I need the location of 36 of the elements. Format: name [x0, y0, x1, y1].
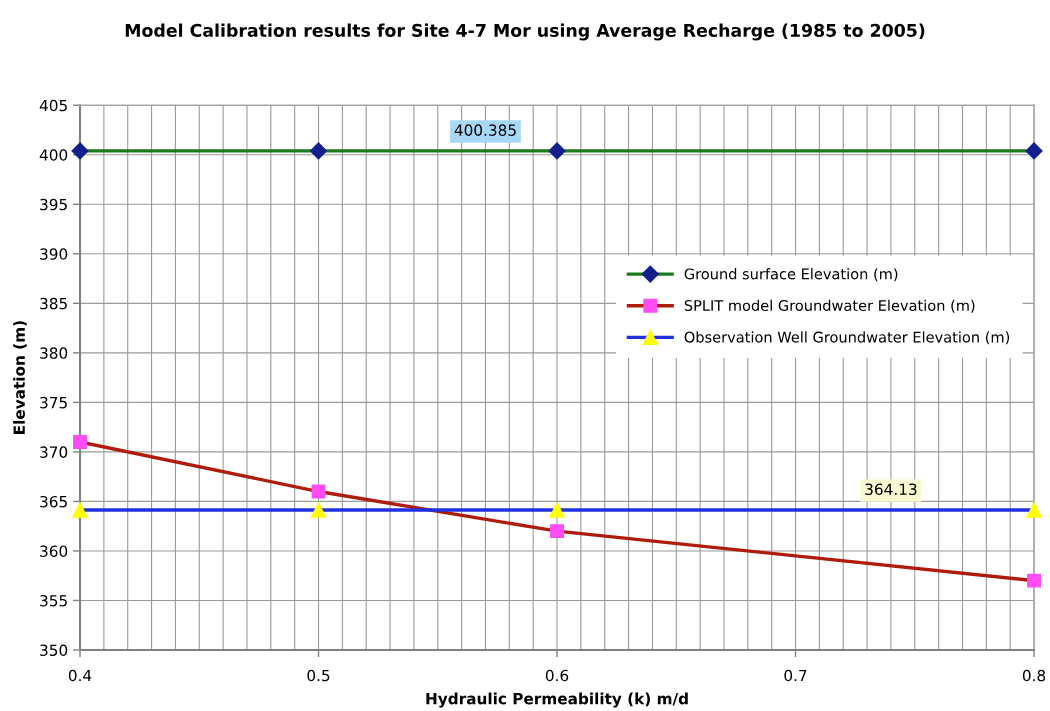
point: [73, 435, 87, 449]
annotation: 364.13: [865, 483, 917, 496]
point: [310, 502, 327, 518]
point: [1027, 573, 1041, 588]
x-tick-label: 0.6: [545, 669, 569, 682]
point: [1026, 502, 1042, 518]
y-tick-label: 395: [40, 198, 67, 211]
point: [550, 524, 564, 539]
y-tick-label: 400: [39, 149, 68, 161]
y-tick-label: 370: [40, 446, 68, 458]
annotation: 400.385: [454, 124, 516, 136]
y-tick-label: 355: [40, 594, 67, 607]
x-tick-label: 0.4: [68, 669, 92, 682]
x-tick-label: 0.8: [1022, 669, 1046, 682]
point: [309, 142, 328, 160]
x-tick-label: 0.5: [307, 669, 330, 682]
y-tick-label: 385: [40, 297, 67, 310]
legend-label: SPLIT model Groundwater Elevation (m): [684, 299, 975, 313]
legend-label: Ground surface Elevation (m): [684, 268, 898, 282]
point: [71, 142, 89, 160]
y-tick-label: 390: [40, 248, 68, 260]
point: [549, 502, 565, 518]
chart-title: Model Calibration results for Site 4-7 Mor using Average Recharge (1985 to 2005): [125, 23, 925, 41]
point: [72, 502, 88, 518]
y-tick-label: 360: [40, 545, 68, 557]
y-tick-label: 380: [40, 347, 68, 359]
y-axis-title: Elevation (m): [13, 321, 27, 434]
point: [548, 142, 566, 160]
legend-label: Observation Well Groundwater Elevation (m): [684, 331, 1010, 345]
y-tick-label: 405: [39, 99, 67, 112]
x-axis-title: Hydraulic Permeability (k) m/d: [426, 692, 688, 708]
point: [1025, 142, 1043, 160]
x-tick-label: 0.7: [784, 669, 807, 682]
y-tick-label: 365: [40, 495, 67, 508]
y-tick-label: 375: [40, 396, 67, 409]
y-tick-label: 350: [40, 644, 68, 657]
